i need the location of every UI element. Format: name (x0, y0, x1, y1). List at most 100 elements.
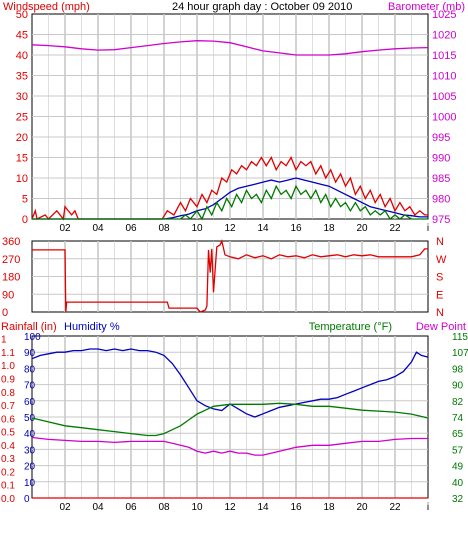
dewpoint-label: Dew Point (416, 321, 466, 333)
x-tick-label: 02 (59, 223, 71, 234)
series-line-green (31, 402, 429, 437)
y-humidity-tick-label: 30 (24, 445, 36, 456)
y-humidity-tick-label: 50 (24, 413, 36, 424)
windspeed-label: Windspeed (mph) (3, 1, 90, 13)
y-left-tick-label: 25 (16, 112, 28, 124)
y-right-tick-label: 990 (432, 153, 450, 165)
series-line-magenta (31, 436, 428, 456)
chart-title: 24 hour graph day : October 09 2010 (172, 1, 352, 13)
y-humidity-tick-label: 100 (24, 332, 41, 343)
series-line-red (32, 238, 428, 313)
y-left-tick-label: 270 (2, 254, 20, 266)
y-left-tick-label: 45 (16, 30, 28, 42)
y-right-tick-label: 985 (432, 173, 450, 185)
y-right-tick-label: 1000 (432, 112, 456, 124)
y-right-tick-label: E (436, 289, 443, 301)
x-tick-label: 16 (290, 223, 302, 234)
x-tick-label: 12 (224, 223, 236, 234)
x-tick-label: 06 (125, 502, 137, 513)
y-rain-tick-label: 0.2 (1, 467, 15, 478)
y-rain-tick-label: 1.0 (1, 361, 15, 372)
y-humidity-tick-label: 0 (24, 494, 30, 505)
y-right-tick-label: 975 (432, 214, 450, 226)
x-tick-label: i (427, 502, 429, 513)
y-right-tick-label: 82 (452, 397, 464, 408)
y-left-tick-label: 180 (2, 272, 20, 284)
x-tick-label: 10 (191, 502, 203, 513)
y-rain-tick-label: 0.5 (1, 428, 15, 439)
y-left-tick-label: 15 (16, 153, 28, 165)
y-right-tick-label: 107 (452, 348, 468, 359)
series-line-green (32, 184, 428, 221)
y-rain-tick-label: 0.3 (1, 454, 15, 465)
y-left-tick-label: 90 (2, 289, 14, 301)
x-tick-label: 08 (158, 223, 170, 234)
y-right-tick-label: 57 (452, 445, 464, 456)
y-left-tick-label: 0 (2, 307, 8, 319)
y-humidity-tick-label: 10 (24, 478, 36, 489)
y-rain-tick-label: 0.4 (1, 441, 15, 452)
y-humidity-tick-label: 20 (24, 462, 36, 473)
y-right-tick-label: 90 (452, 381, 464, 392)
y-rain-tick-label: 0.6 (1, 414, 15, 425)
y-rain-tick-label: 1 (1, 335, 7, 346)
series-line-blue (32, 177, 428, 220)
x-tick-label: 16 (290, 502, 302, 513)
y-right-tick-label: S (436, 272, 443, 284)
y-right-tick-label: N (436, 307, 444, 319)
y-right-tick-label: 1015 (432, 50, 456, 62)
y-humidity-tick-label: 60 (24, 397, 36, 408)
y-right-tick-label: 1025 (432, 9, 456, 21)
y-right-tick-label: 98 (452, 364, 464, 375)
y-rain-tick-label: 0.8 (1, 388, 15, 399)
y-humidity-tick-label: 70 (24, 381, 36, 392)
x-tick-label: 18 (323, 502, 335, 513)
y-left-tick-label: 20 (16, 132, 28, 144)
y-rain-tick-label: 1.1 (1, 348, 15, 359)
y-right-tick-label: 65 (452, 429, 464, 440)
x-tick-label: 18 (323, 223, 335, 234)
y-left-tick-label: 35 (16, 71, 28, 83)
y-humidity-tick-label: 90 (24, 348, 36, 359)
y-right-tick-label: 40 (452, 478, 464, 489)
y-left-tick-label: 40 (16, 50, 28, 62)
x-tick-label: 02 (59, 502, 71, 513)
y-right-tick-label: 1005 (432, 91, 456, 103)
y-right-tick-label: 32 (452, 494, 464, 505)
x-tick-label: 08 (158, 502, 170, 513)
y-left-tick-label: 10 (16, 173, 28, 185)
x-tick-label: 14 (257, 502, 269, 513)
y-left-tick-label: 30 (16, 91, 28, 103)
wind-barometer-panel: 0510152025303540455097598098599099510001… (16, 9, 457, 234)
x-tick-label: 04 (92, 502, 104, 513)
x-tick-label: i (427, 223, 429, 234)
y-humidity-tick-label: 40 (24, 429, 36, 440)
y-right-tick-label: W (436, 254, 447, 266)
y-right-tick-label: 1010 (432, 71, 456, 83)
y-left-tick-label: 0 (22, 214, 28, 226)
x-tick-label: 20 (356, 502, 368, 513)
series-line-magenta (31, 40, 429, 56)
y-left-tick-label: 360 (2, 236, 20, 248)
y-rain-tick-label: 0.7 (1, 401, 15, 412)
y-rain-tick-label: 0.9 (1, 374, 15, 385)
y-rain-tick-label: 0.0 (1, 494, 15, 505)
y-rain-tick-label: 0.1 (1, 481, 15, 492)
y-left-tick-label: 5 (22, 194, 28, 206)
series-line-blue (31, 348, 429, 418)
y-right-tick-label: 1020 (432, 30, 456, 42)
x-tick-label: 12 (224, 502, 236, 513)
x-tick-label: 10 (191, 223, 203, 234)
x-tick-label: 20 (356, 223, 368, 234)
rainfall-label: Rainfall (in) (1, 321, 57, 333)
y-right-tick-label: 74 (452, 413, 464, 424)
y-right-tick-label: 995 (432, 132, 450, 144)
x-tick-label: 04 (92, 223, 104, 234)
x-tick-label: 06 (125, 223, 137, 234)
humidity-temperature-panel: 0.00.10.20.30.40.50.60.70.80.91.01.11010… (1, 332, 468, 513)
y-right-tick-label: N (436, 236, 444, 248)
y-right-tick-label: 115 (452, 332, 468, 343)
y-right-tick-label: 49 (452, 462, 464, 473)
y-right-tick-label: 980 (432, 194, 450, 206)
